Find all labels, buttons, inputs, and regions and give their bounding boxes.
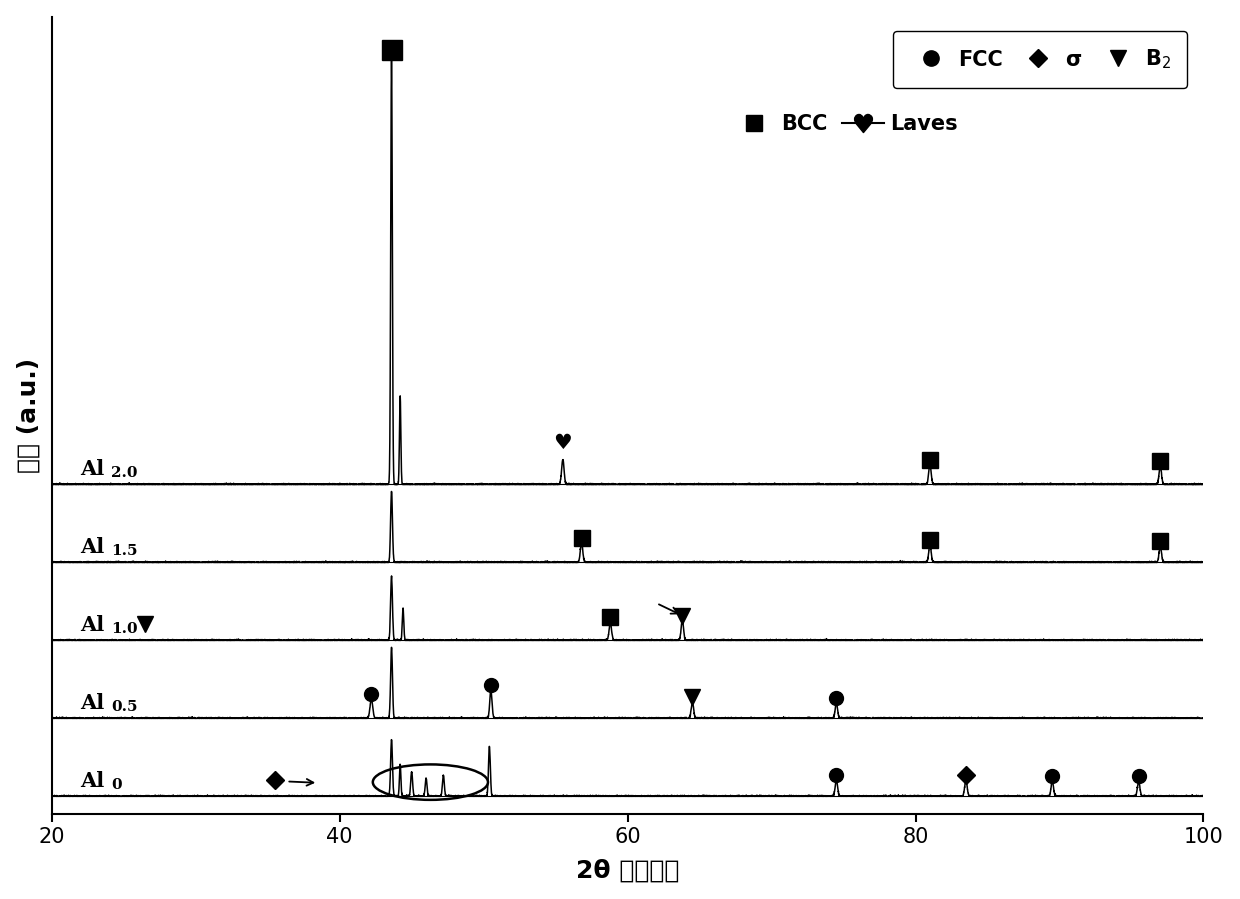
Text: Al: Al [81,771,105,791]
Text: Al: Al [81,615,105,635]
Y-axis label: 强度 (a.u.): 强度 (a.u.) [16,358,41,473]
Text: Al: Al [81,537,105,557]
X-axis label: 2θ （角度）: 2θ （角度） [575,859,680,882]
Text: Al: Al [81,693,105,713]
Text: 2.0: 2.0 [110,466,138,480]
Text: 1.0: 1.0 [110,622,138,636]
Text: 0: 0 [110,778,122,792]
Text: 1.5: 1.5 [110,544,138,557]
Text: 0.5: 0.5 [110,699,138,714]
Text: ♥: ♥ [553,432,572,452]
Legend: BCC, Laves: BCC, Laves [717,97,975,151]
Text: Al: Al [81,459,105,479]
